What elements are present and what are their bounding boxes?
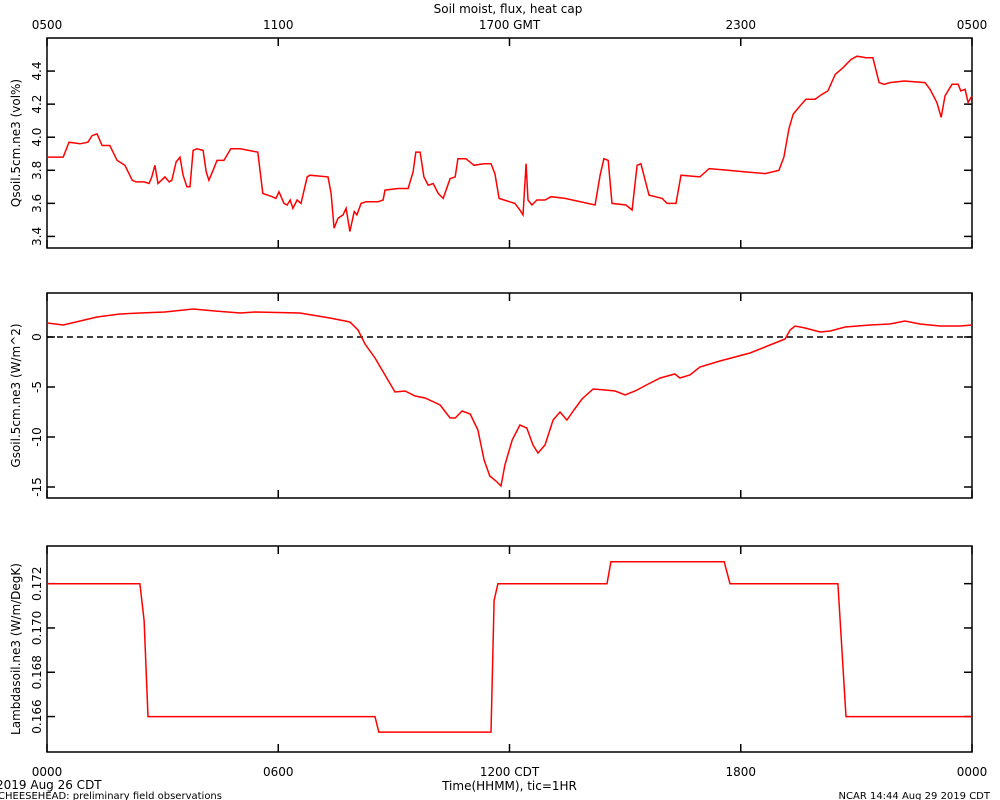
plot-frame <box>46 37 973 249</box>
x-tick-label: 0000 <box>957 765 988 779</box>
date-label: 2019 Aug 26 CDT <box>0 778 102 792</box>
y-tick-label: 0.166 <box>30 699 44 733</box>
y-tick-label: 4.4 <box>30 62 44 81</box>
y-tick-label: -15 <box>30 477 44 497</box>
plot-frame <box>46 545 973 753</box>
note: CHEESEHEAD: preliminary field observatio… <box>0 791 222 800</box>
credit: NCAR 14:44 Aug 29 2019 CDT <box>839 791 991 800</box>
x2-tick-label: 2300 <box>725 18 756 32</box>
plot-frame <box>46 292 973 499</box>
y-tick-label: 4.0 <box>30 128 44 147</box>
y-tick-label: 3.4 <box>30 227 44 246</box>
y-axis-label: Gsoil.5cm.ne3 (W/m^2) <box>9 323 23 467</box>
y-tick-label: -10 <box>30 427 44 447</box>
y-axis-label: Qsoil.5cm.ne3 (vol%) <box>9 79 23 207</box>
y-tick-label: 0 <box>30 333 44 341</box>
x-tick-label: 1200 CDT <box>480 765 540 779</box>
y-tick-label: 3.8 <box>30 161 44 180</box>
chart-title: Soil moist, flux, heat cap <box>434 2 583 16</box>
x-axis-label: Time(HHMM), tic=1HR <box>441 779 577 793</box>
y-tick-label: -5 <box>30 381 44 393</box>
data-line <box>46 308 973 488</box>
y-tick-label: 0.168 <box>30 655 44 689</box>
y-tick-label: 0.172 <box>30 566 44 600</box>
y-tick-label: 4.2 <box>30 95 44 114</box>
x-tick-label: 0600 <box>263 765 294 779</box>
data-line <box>47 560 972 733</box>
x2-tick-label: 1700 GMT <box>479 18 541 32</box>
y-tick-label: 3.6 <box>30 194 44 213</box>
data-line <box>47 55 973 232</box>
x2-tick-label: 0500 <box>957 18 988 32</box>
x2-tick-label: 0500 <box>32 18 63 32</box>
y-tick-label: 0.170 <box>30 611 44 645</box>
x2-tick-label: 1100 <box>263 18 294 32</box>
x-tick-label: 0000 <box>32 765 63 779</box>
x-tick-label: 1800 <box>725 765 756 779</box>
y-axis-label: Lambdasoil.ne3 (W/m/DegK) <box>9 563 23 735</box>
